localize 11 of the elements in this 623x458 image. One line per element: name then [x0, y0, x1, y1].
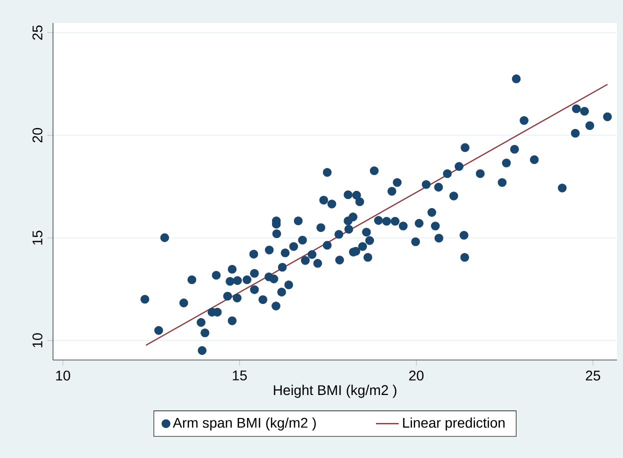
x-axis-title: Height BMI (kg/m2 ) [274, 384, 396, 398]
x-tick-label: 10 [56, 370, 70, 381]
y-tick-label: 25 [32, 25, 42, 40]
y-tick-label: 15 [32, 230, 42, 245]
legend-label: Linear prediction [403, 417, 505, 431]
y-tick-label: 10 [32, 333, 42, 348]
legend-label: Arm span BMI (kg/m2 ) [172, 417, 316, 431]
x-tick-label: 15 [232, 370, 247, 380]
x-tick-label: 25 [586, 370, 600, 381]
x-tick-label: 20 [409, 370, 424, 381]
y-tick-label: 20 [32, 128, 42, 142]
